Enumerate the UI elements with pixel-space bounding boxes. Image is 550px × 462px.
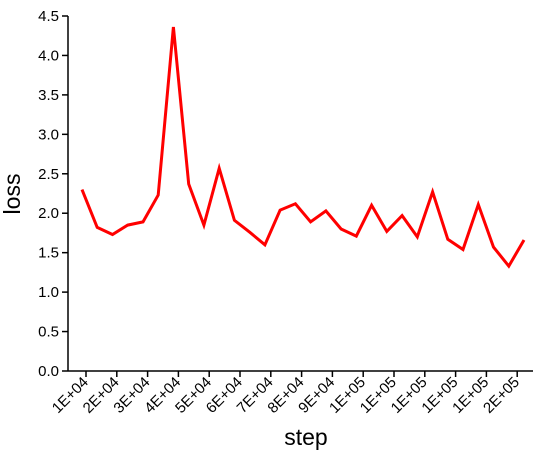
loss-line xyxy=(80,26,526,269)
y-tick-label: 1.5 xyxy=(38,245,59,262)
y-tick-label: 0.5 xyxy=(38,324,59,341)
y-tick-label: 2.5 xyxy=(38,166,59,183)
y-tick-label: 4.5 xyxy=(38,8,59,25)
y-axis-ticks: 0.0 0.5 1.0 1.5 2.0 2.5 3.0 3.5 4.0 4.5 xyxy=(38,8,68,380)
y-tick-label: 3.0 xyxy=(38,126,59,143)
x-axis-ticks: 1E+042E+043E+044E+045E+046E+047E+048E+04… xyxy=(49,371,523,417)
series-group xyxy=(80,26,526,269)
y-tick-label: 1.0 xyxy=(38,284,59,301)
y-tick-label: 2.0 xyxy=(38,205,59,222)
x-axis-label: step xyxy=(284,424,327,450)
y-axis-label: loss xyxy=(0,174,25,215)
y-tick-label: 3.5 xyxy=(38,87,59,104)
y-tick-label: 0.0 xyxy=(38,363,59,380)
y-tick-label: 4.0 xyxy=(38,47,59,64)
